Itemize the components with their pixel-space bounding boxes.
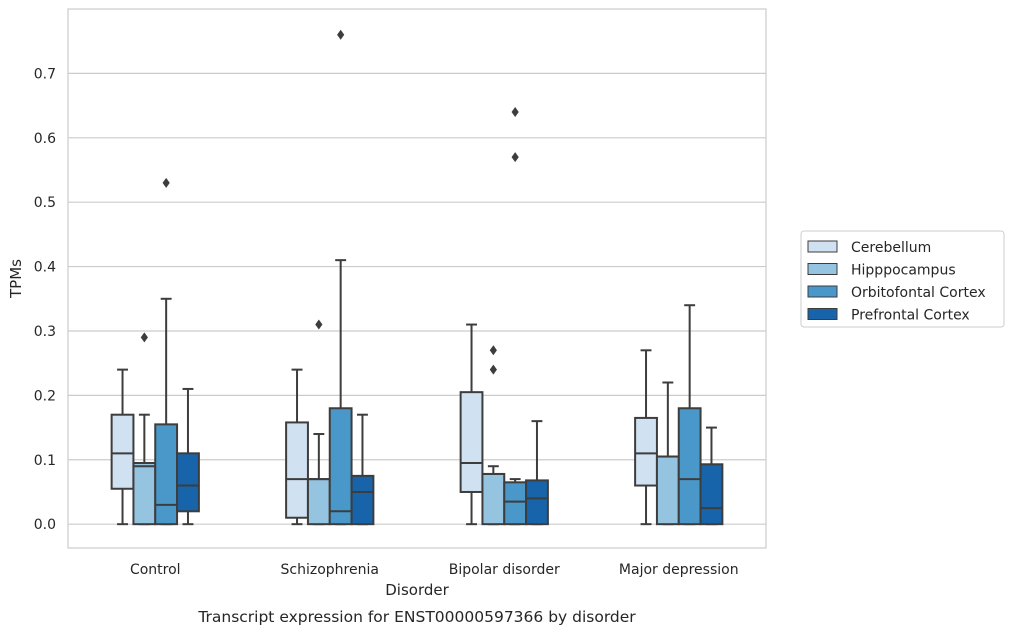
outlier-point	[140, 332, 148, 343]
x-tick-label: Major depression	[619, 562, 739, 578]
legend-swatch	[807, 263, 838, 275]
box-body	[285, 421, 309, 519]
box	[110, 368, 135, 526]
y-tick-label: 0.3	[34, 324, 56, 340]
box-body	[154, 423, 179, 526]
box-body	[481, 472, 506, 526]
box	[132, 332, 157, 526]
chart-caption: Transcript expression for ENST0000059736…	[197, 608, 636, 626]
legend: Cerebellum Hipppocampus Orbitofontal Corte…	[800, 230, 1005, 328]
box	[525, 420, 549, 526]
x-axis-title: Disorder	[385, 581, 449, 599]
legend-swatch	[807, 308, 838, 320]
box-body	[306, 478, 331, 526]
x-tick-label: Control	[130, 562, 181, 578]
boxes	[110, 29, 724, 526]
box	[634, 349, 658, 526]
legend-label: Hipppocampus	[851, 263, 956, 279]
box-body	[655, 455, 680, 526]
outlier-point	[489, 345, 497, 356]
box	[176, 387, 200, 526]
box-body	[176, 452, 200, 513]
outlier-point	[337, 29, 345, 40]
box-body	[459, 391, 484, 493]
outlier-point	[489, 364, 497, 375]
outlier-point	[511, 152, 519, 163]
legend-label: Prefrontal Cortex	[851, 308, 970, 324]
box-body	[503, 481, 528, 526]
box	[285, 368, 309, 526]
box-body	[328, 407, 353, 526]
y-tick-label: 0.6	[34, 131, 56, 147]
box	[328, 29, 353, 526]
y-axis-title: TPMs	[7, 259, 25, 299]
legend-frame	[800, 230, 1005, 328]
x-tick-label: Bipolar disorder	[449, 562, 560, 578]
box	[306, 319, 331, 526]
box	[154, 177, 179, 526]
x-axis-ticks: Control Schizophrenia Bipolar disorder Majo…	[130, 562, 739, 578]
y-tick-label: 0.4	[34, 260, 56, 276]
y-tick-label: 0.1	[34, 453, 56, 469]
box-body	[677, 407, 702, 526]
box-body	[525, 479, 549, 526]
box-body	[110, 413, 135, 490]
y-tick-label: 0.2	[34, 388, 56, 404]
legend-label: Orbitofontal Cortex	[851, 285, 986, 301]
outlier-point	[162, 177, 170, 188]
box	[459, 323, 484, 526]
box-body	[132, 461, 157, 526]
y-axis-ticks: 0.0 0.1 0.2 0.3 0.4 0.5 0.6 0.7	[34, 66, 56, 533]
y-tick-label: 0.7	[34, 66, 56, 82]
box	[481, 345, 506, 526]
box	[350, 413, 375, 526]
box-body	[350, 474, 375, 526]
legend-swatch	[807, 285, 838, 298]
box-body	[699, 463, 724, 526]
y-tick-label: 0.5	[34, 195, 56, 211]
x-tick-label: Schizophrenia	[281, 562, 379, 578]
legend-swatch	[807, 240, 838, 253]
outlier-point	[315, 319, 323, 330]
box-body	[634, 416, 658, 487]
box	[699, 426, 724, 526]
outlier-point	[511, 107, 519, 118]
legend-label: Cerebellum	[851, 240, 931, 256]
y-tick-label: 0.0	[34, 517, 56, 533]
